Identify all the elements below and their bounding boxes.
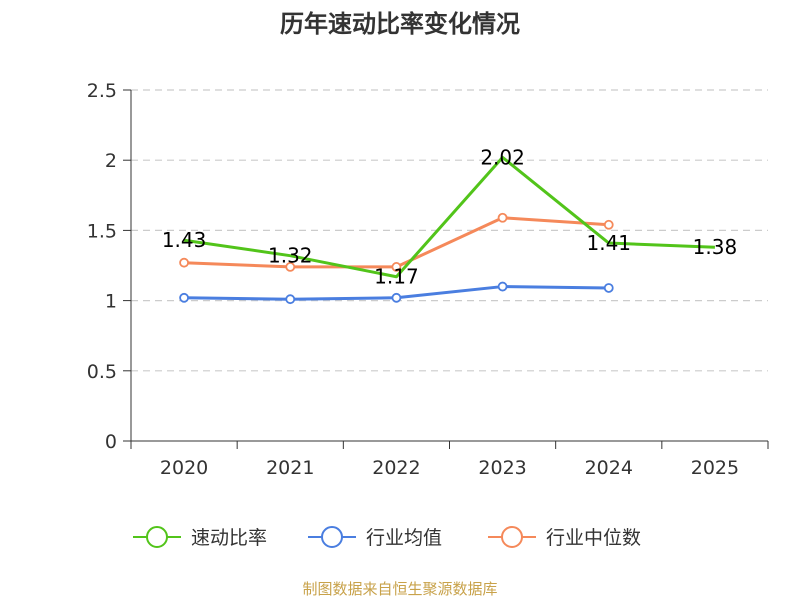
data-label: 2.02	[480, 145, 525, 169]
source-note: 制图数据来自恒生聚源数据库	[302, 580, 498, 598]
grid-layer	[131, 89, 768, 372]
series-point	[603, 283, 614, 293]
y-tick-label: 1	[105, 291, 117, 313]
label-layer: 1.43 1.32 1.17 2.02 1.41 1.38	[162, 145, 737, 288]
x-tick-label: 2023	[478, 457, 526, 479]
x-tick-label: 2022	[372, 457, 420, 479]
legend-label: 行业中位数	[546, 527, 641, 549]
legend-marker	[321, 526, 343, 548]
series-point	[603, 219, 614, 230]
series-layer	[179, 155, 715, 305]
x-tick-label: 2025	[691, 457, 739, 479]
series-point	[179, 257, 189, 268]
series-point	[285, 262, 296, 272]
series-point	[285, 294, 296, 305]
data-label: 1.32	[268, 244, 313, 268]
data-label: 1.17	[374, 265, 419, 289]
y-tick-label: 1.5	[87, 220, 117, 242]
series-line-0	[183, 155, 715, 279]
x-tick-label: 2024	[585, 457, 633, 479]
y-tick-label: 0	[105, 431, 117, 453]
data-label: 1.43	[162, 228, 207, 252]
legend-label: 速动比率	[191, 527, 267, 549]
series-line-2	[184, 216, 609, 269]
y-tick-label: 0.5	[87, 361, 117, 383]
data-label: 1.38	[693, 235, 738, 259]
legend-item[interactable]: 行业均值	[308, 526, 442, 549]
x-tick-label: 2020	[160, 457, 208, 479]
series-point	[497, 281, 508, 292]
data-label: 1.41	[586, 231, 631, 255]
legend-label: 行业均值	[366, 527, 442, 549]
series-point	[179, 292, 189, 303]
legend-item[interactable]: 速动比率	[133, 526, 267, 549]
axis-layer: 0 0.5 1 1.5 2 2.5 2020 2021 2022 2023 2024 2025	[87, 80, 769, 479]
x-tick-label: 2021	[266, 457, 314, 479]
series-point	[391, 262, 402, 272]
legend[interactable]: 速动比率 行业均值 行业中位数	[133, 526, 641, 549]
legend-marker	[146, 526, 168, 548]
chart-title: 历年速动比率变化情况	[280, 10, 520, 38]
series-point	[391, 292, 402, 303]
series-point	[497, 212, 508, 223]
y-tick-label: 2	[105, 150, 117, 172]
legend-item[interactable]: 行业中位数	[488, 526, 641, 549]
legend-marker	[501, 526, 523, 548]
y-tick-label: 2.5	[87, 80, 117, 102]
